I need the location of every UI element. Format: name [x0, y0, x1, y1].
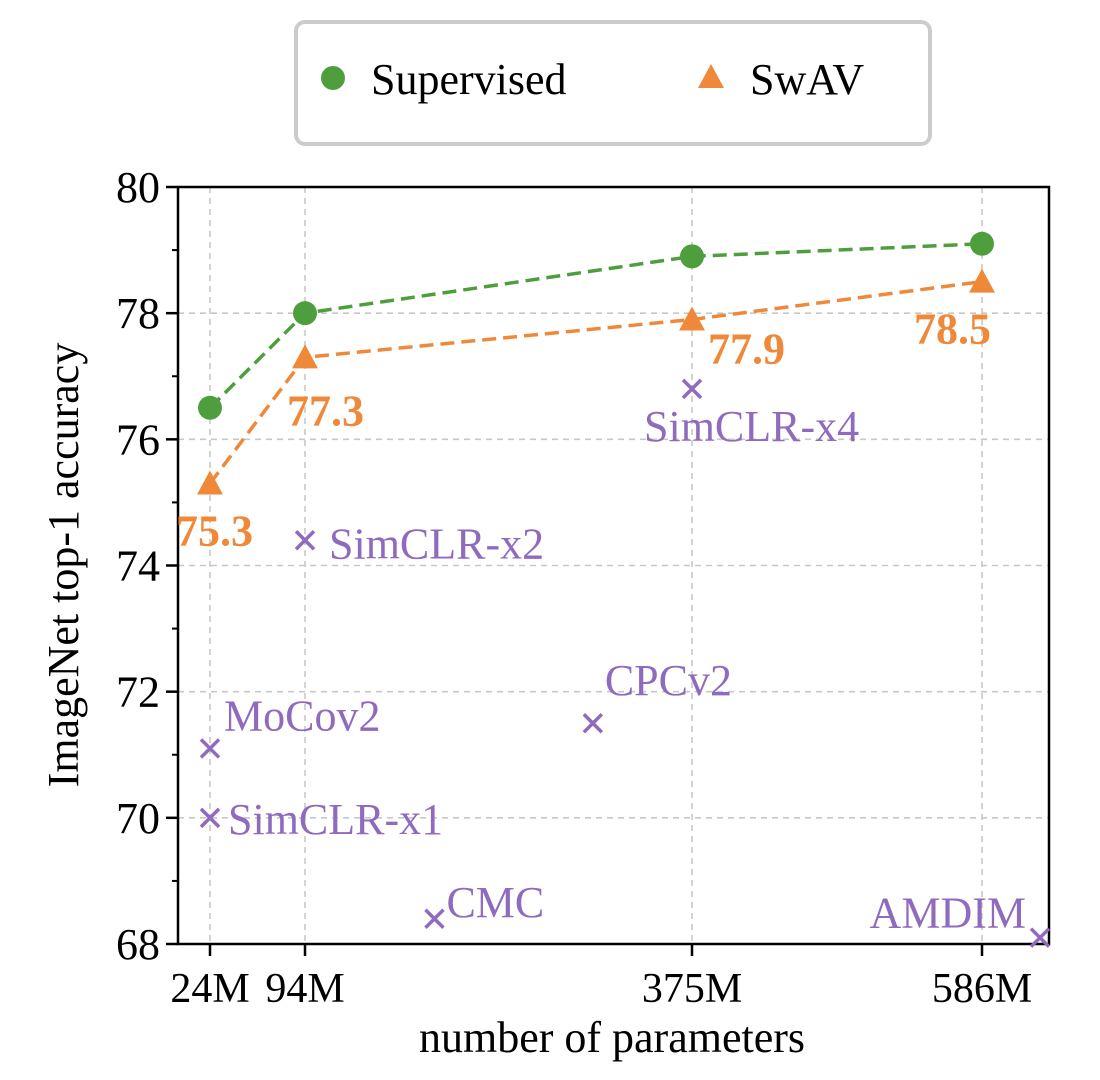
method-label-simclr-x1: SimCLR-x1 — [228, 795, 443, 844]
point-swav — [197, 470, 223, 495]
point-supervised — [970, 231, 994, 256]
x-marker-simclr-x4 — [681, 378, 703, 400]
y-tick-label: 70 — [116, 794, 160, 843]
method-label-cpcv2: CPCv2 — [605, 656, 732, 705]
x-marker-simclr-x1 — [199, 807, 221, 829]
series-markers — [197, 231, 995, 495]
method-label-simclr-x2: SimCLR-x2 — [329, 519, 544, 568]
y-tick-label: 72 — [116, 668, 160, 717]
legend-box — [294, 20, 932, 146]
x-tick-label: 586M — [932, 966, 1032, 1012]
y-tick-label: 80 — [116, 163, 160, 212]
method-label-mocov2: MoCov2 — [224, 691, 380, 740]
x-axis-title: number of parameters — [419, 1013, 805, 1062]
legend-supervised-marker — [321, 66, 345, 90]
swav-value-label: 77.9 — [708, 324, 785, 373]
point-supervised — [198, 395, 222, 420]
y-axis-title: ImageNet top-1 accuracy — [39, 343, 88, 788]
method-label-simclr-x4: SimCLR-x4 — [644, 402, 859, 451]
series-line-supervised — [208, 242, 983, 410]
axis-ticks — [166, 185, 984, 956]
swav-value-label: 77.3 — [287, 386, 364, 435]
other-methods: MoCov2 SimCLR-x1 SimCLR-x2 CMC CPCv2 SimCLR-x… — [199, 378, 1051, 948]
legend: Supervised SwAV — [294, 20, 932, 146]
series-line-swav — [208, 279, 983, 485]
x-tick-label: 375M — [642, 966, 742, 1012]
point-supervised — [680, 244, 704, 269]
point-supervised — [293, 301, 317, 326]
data-labels: 75.3 77.3 77.9 78.5 — [176, 305, 991, 556]
point-swav — [969, 268, 995, 293]
method-label-amdim: AMDIM — [870, 889, 1026, 938]
swav-value-label: 75.3 — [176, 506, 253, 555]
x-tick-label: 94M — [265, 966, 344, 1012]
point-swav — [292, 344, 318, 369]
x-marker-cmc — [424, 908, 445, 930]
x-marker-cpcv2 — [582, 712, 604, 734]
tick-labels: 68 70 72 74 76 78 80 24M 94M 375M 586M — [116, 163, 1032, 1012]
legend-swav-marker — [698, 64, 724, 88]
y-tick-label: 68 — [116, 920, 160, 969]
x-tick-label: 24M — [170, 966, 249, 1012]
y-tick-label: 76 — [116, 415, 160, 464]
y-tick-label: 78 — [116, 289, 160, 338]
x-marker-amdim — [1029, 927, 1051, 948]
legend-swav-label: SwAV — [750, 55, 864, 104]
y-tick-label: 74 — [116, 542, 160, 591]
x-marker-simclr-x2 — [294, 530, 316, 551]
legend-supervised-label: Supervised — [371, 55, 567, 104]
method-label-cmc: CMC — [446, 878, 544, 927]
x-marker-mocov2 — [199, 738, 221, 759]
swav-value-label: 78.5 — [914, 305, 991, 354]
series-lines — [208, 242, 983, 485]
point-swav — [679, 306, 705, 331]
